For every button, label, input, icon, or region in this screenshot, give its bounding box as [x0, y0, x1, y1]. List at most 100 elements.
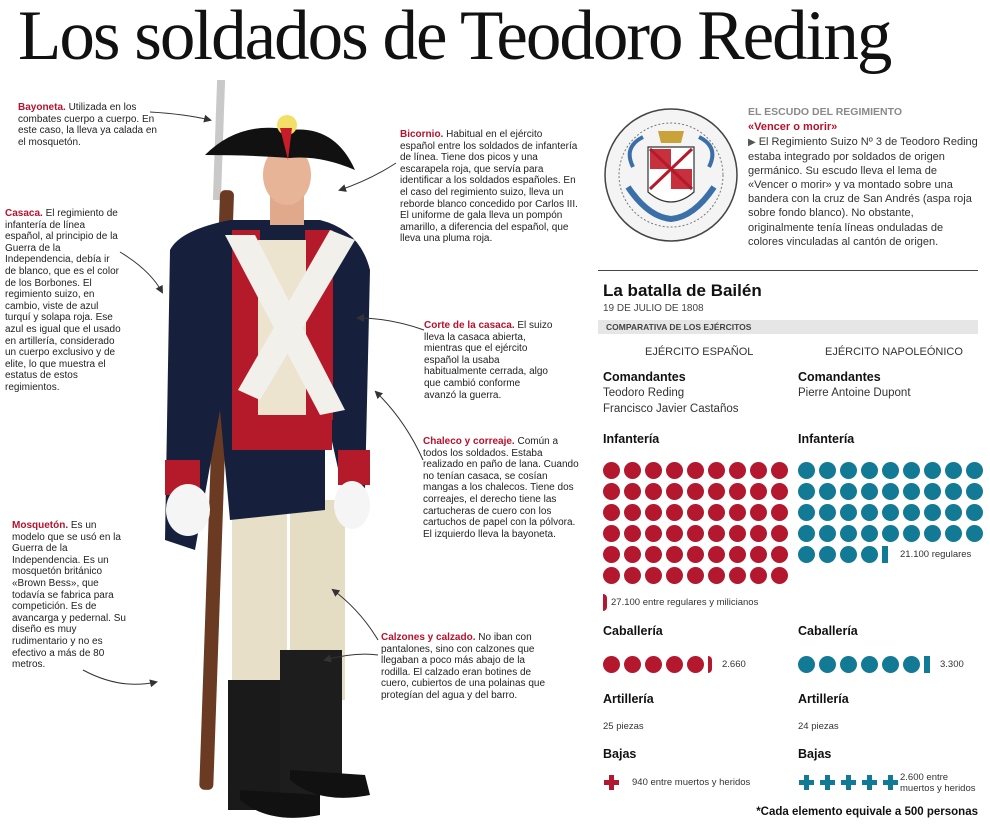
spanish-infantry-dot: [750, 504, 767, 521]
french-casualty-cross-icon: [798, 774, 815, 791]
spanish-cavalry-dot: [645, 656, 662, 673]
french-infantry-dot: [966, 462, 983, 479]
callout-mosqueton-body: Es un modelo que se usó en la Guerra de …: [12, 520, 126, 671]
spanish-infantry-dot: [708, 546, 725, 563]
partial-dot: [882, 546, 888, 563]
callout-casaca-head: Casaca.: [5, 208, 43, 219]
french-cavalry-text: 3.300: [940, 659, 964, 670]
french-infantry-dot: [966, 525, 983, 542]
french-cavalry-dot: [819, 656, 836, 673]
shield-text: ▶ El Regimiento Suizo Nº 3 de Teodoro Red…: [748, 135, 980, 249]
french-infantry-dot: [903, 462, 920, 479]
spanish-casualties-label: Bajas: [603, 747, 637, 761]
french-cavalry-dot: [840, 656, 857, 673]
spanish-infantry-dot: [708, 483, 725, 500]
spanish-infantry-dot: [729, 525, 746, 542]
french-infantry-dot: [903, 504, 920, 521]
callout-casaca: Casaca. El regimiento de infantería de l…: [5, 208, 123, 394]
spanish-infantry-dot: [729, 546, 746, 563]
spanish-infantry-dot: [750, 546, 767, 563]
french-infantry-dot: [882, 525, 899, 542]
spanish-army-column: EJÉRCITO ESPAÑOL: [603, 346, 793, 362]
french-casualties-text: 2.600 entre muertos y heridos: [900, 772, 976, 794]
spanish-casualty-cross-icon: [603, 774, 620, 791]
callout-bayoneta: Bayoneta. Utilizada en los combates cuer…: [18, 102, 158, 148]
spanish-infantry-dot: [666, 546, 683, 563]
spanish-infantry-dot: [603, 462, 620, 479]
french-artillery-label: Artillería: [798, 692, 849, 706]
spanish-infantry-dot: [771, 483, 788, 500]
spanish-commander-2: Francisco Javier Castaños: [603, 403, 739, 415]
french-infantry-dot: [819, 546, 836, 563]
french-infantry-dot: [966, 483, 983, 500]
spanish-infantry-dot: [645, 504, 662, 521]
french-infantry-dot: [966, 504, 983, 521]
french-infantry-dot: [798, 525, 815, 542]
french-infantry-dots: 21.100 regulares: [798, 462, 983, 563]
spanish-infantry-dots: [603, 462, 788, 584]
french-infantry-dot: [861, 483, 878, 500]
french-infantry-dot: [924, 483, 941, 500]
callout-calzones-head: Calzones y calzado.: [381, 632, 476, 643]
spanish-infantry-dot: [708, 567, 725, 584]
callout-bicornio: Bicornio. Habitual en el ejército españo…: [400, 129, 580, 245]
french-casualties-text-2: muertos y heridos: [900, 783, 976, 794]
regiment-seal: [604, 108, 738, 242]
french-casualty-cross-icon: [840, 774, 857, 791]
spanish-infantry-dot: [645, 525, 662, 542]
spanish-cavalry-dot: [666, 656, 683, 673]
french-infantry-dot: [882, 504, 899, 521]
french-infantry-dot: [819, 462, 836, 479]
callout-calzones: Calzones y calzado. No iban con pantalon…: [381, 632, 551, 702]
spanish-infantry-dot: [771, 462, 788, 479]
shield-text-body: El Regimiento Suizo Nº 3 de Teodoro Redi…: [748, 136, 978, 248]
spanish-infantry-dot: [666, 525, 683, 542]
spanish-infantry-dot: [771, 504, 788, 521]
french-army-label: EJÉRCITO NAPOLEÓNICO: [825, 346, 963, 358]
french-infantry-text: 21.100 regulares: [900, 549, 972, 560]
callout-corte-body: El suizo lleva la casaca abierta, mientr…: [424, 320, 553, 401]
french-infantry-dot: [840, 504, 857, 521]
callout-mosqueton: Mosquetón. Es un modelo que se usó en la…: [12, 520, 130, 671]
french-commander-1: Pierre Antoine Dupont: [798, 387, 911, 399]
spanish-infantry-dot: [666, 462, 683, 479]
french-infantry-dot: [882, 462, 899, 479]
spanish-casualties-crosses: 940 entre muertos y heridos: [603, 774, 750, 791]
spanish-infantry-dot: [771, 546, 788, 563]
callout-bayoneta-body: Utilizada en los combates cuerpo a cuerp…: [18, 102, 157, 148]
french-casualty-cross-icon: [819, 774, 836, 791]
french-cavalry-dots: 3.300: [798, 656, 964, 673]
french-infantry-dot: [861, 546, 878, 563]
french-infantry-dot: [945, 483, 962, 500]
spanish-infantry-label: Infantería: [603, 432, 660, 446]
spanish-infantry-dot: [645, 462, 662, 479]
callout-chaleco-head: Chaleco y correaje.: [423, 436, 515, 447]
spanish-cavalry-dots: 2.660: [603, 656, 746, 673]
callout-chaleco-body: Común a todos los soldados. Estaba reali…: [423, 436, 579, 540]
french-infantry-dot: [924, 525, 941, 542]
spanish-artillery-label: Artillería: [603, 692, 654, 706]
callout-corte: Corte de la casaca. El suizo lleva la ca…: [424, 320, 554, 401]
spanish-infantry-dot: [687, 504, 704, 521]
french-infantry-last-row: 21.100 regulares: [798, 546, 983, 563]
spanish-cavalry-dot: [687, 656, 704, 673]
french-infantry-dot: [819, 525, 836, 542]
partial-dot: [708, 656, 712, 673]
french-infantry-dot: [798, 462, 815, 479]
french-infantry-dot: [945, 462, 962, 479]
spanish-infantry-dot: [603, 483, 620, 500]
spanish-infantry-dot: [603, 504, 620, 521]
spanish-infantry-dot: [708, 525, 725, 542]
french-commanders-label: Comandantes: [798, 370, 881, 384]
spanish-infantry-dot: [687, 483, 704, 500]
french-infantry-dot: [819, 483, 836, 500]
callout-mosqueton-head: Mosquetón.: [12, 520, 69, 531]
french-infantry-dot: [798, 546, 815, 563]
spanish-infantry-dot: [603, 525, 620, 542]
french-infantry-dot: [924, 462, 941, 479]
callout-chaleco: Chaleco y correaje. Común a todos los so…: [423, 436, 583, 540]
spanish-infantry-text: 27.100 entre regulares y milicianos: [611, 597, 759, 608]
spanish-cavalry-dot: [624, 656, 641, 673]
spanish-infantry-dot: [729, 567, 746, 584]
french-infantry-dot: [945, 525, 962, 542]
